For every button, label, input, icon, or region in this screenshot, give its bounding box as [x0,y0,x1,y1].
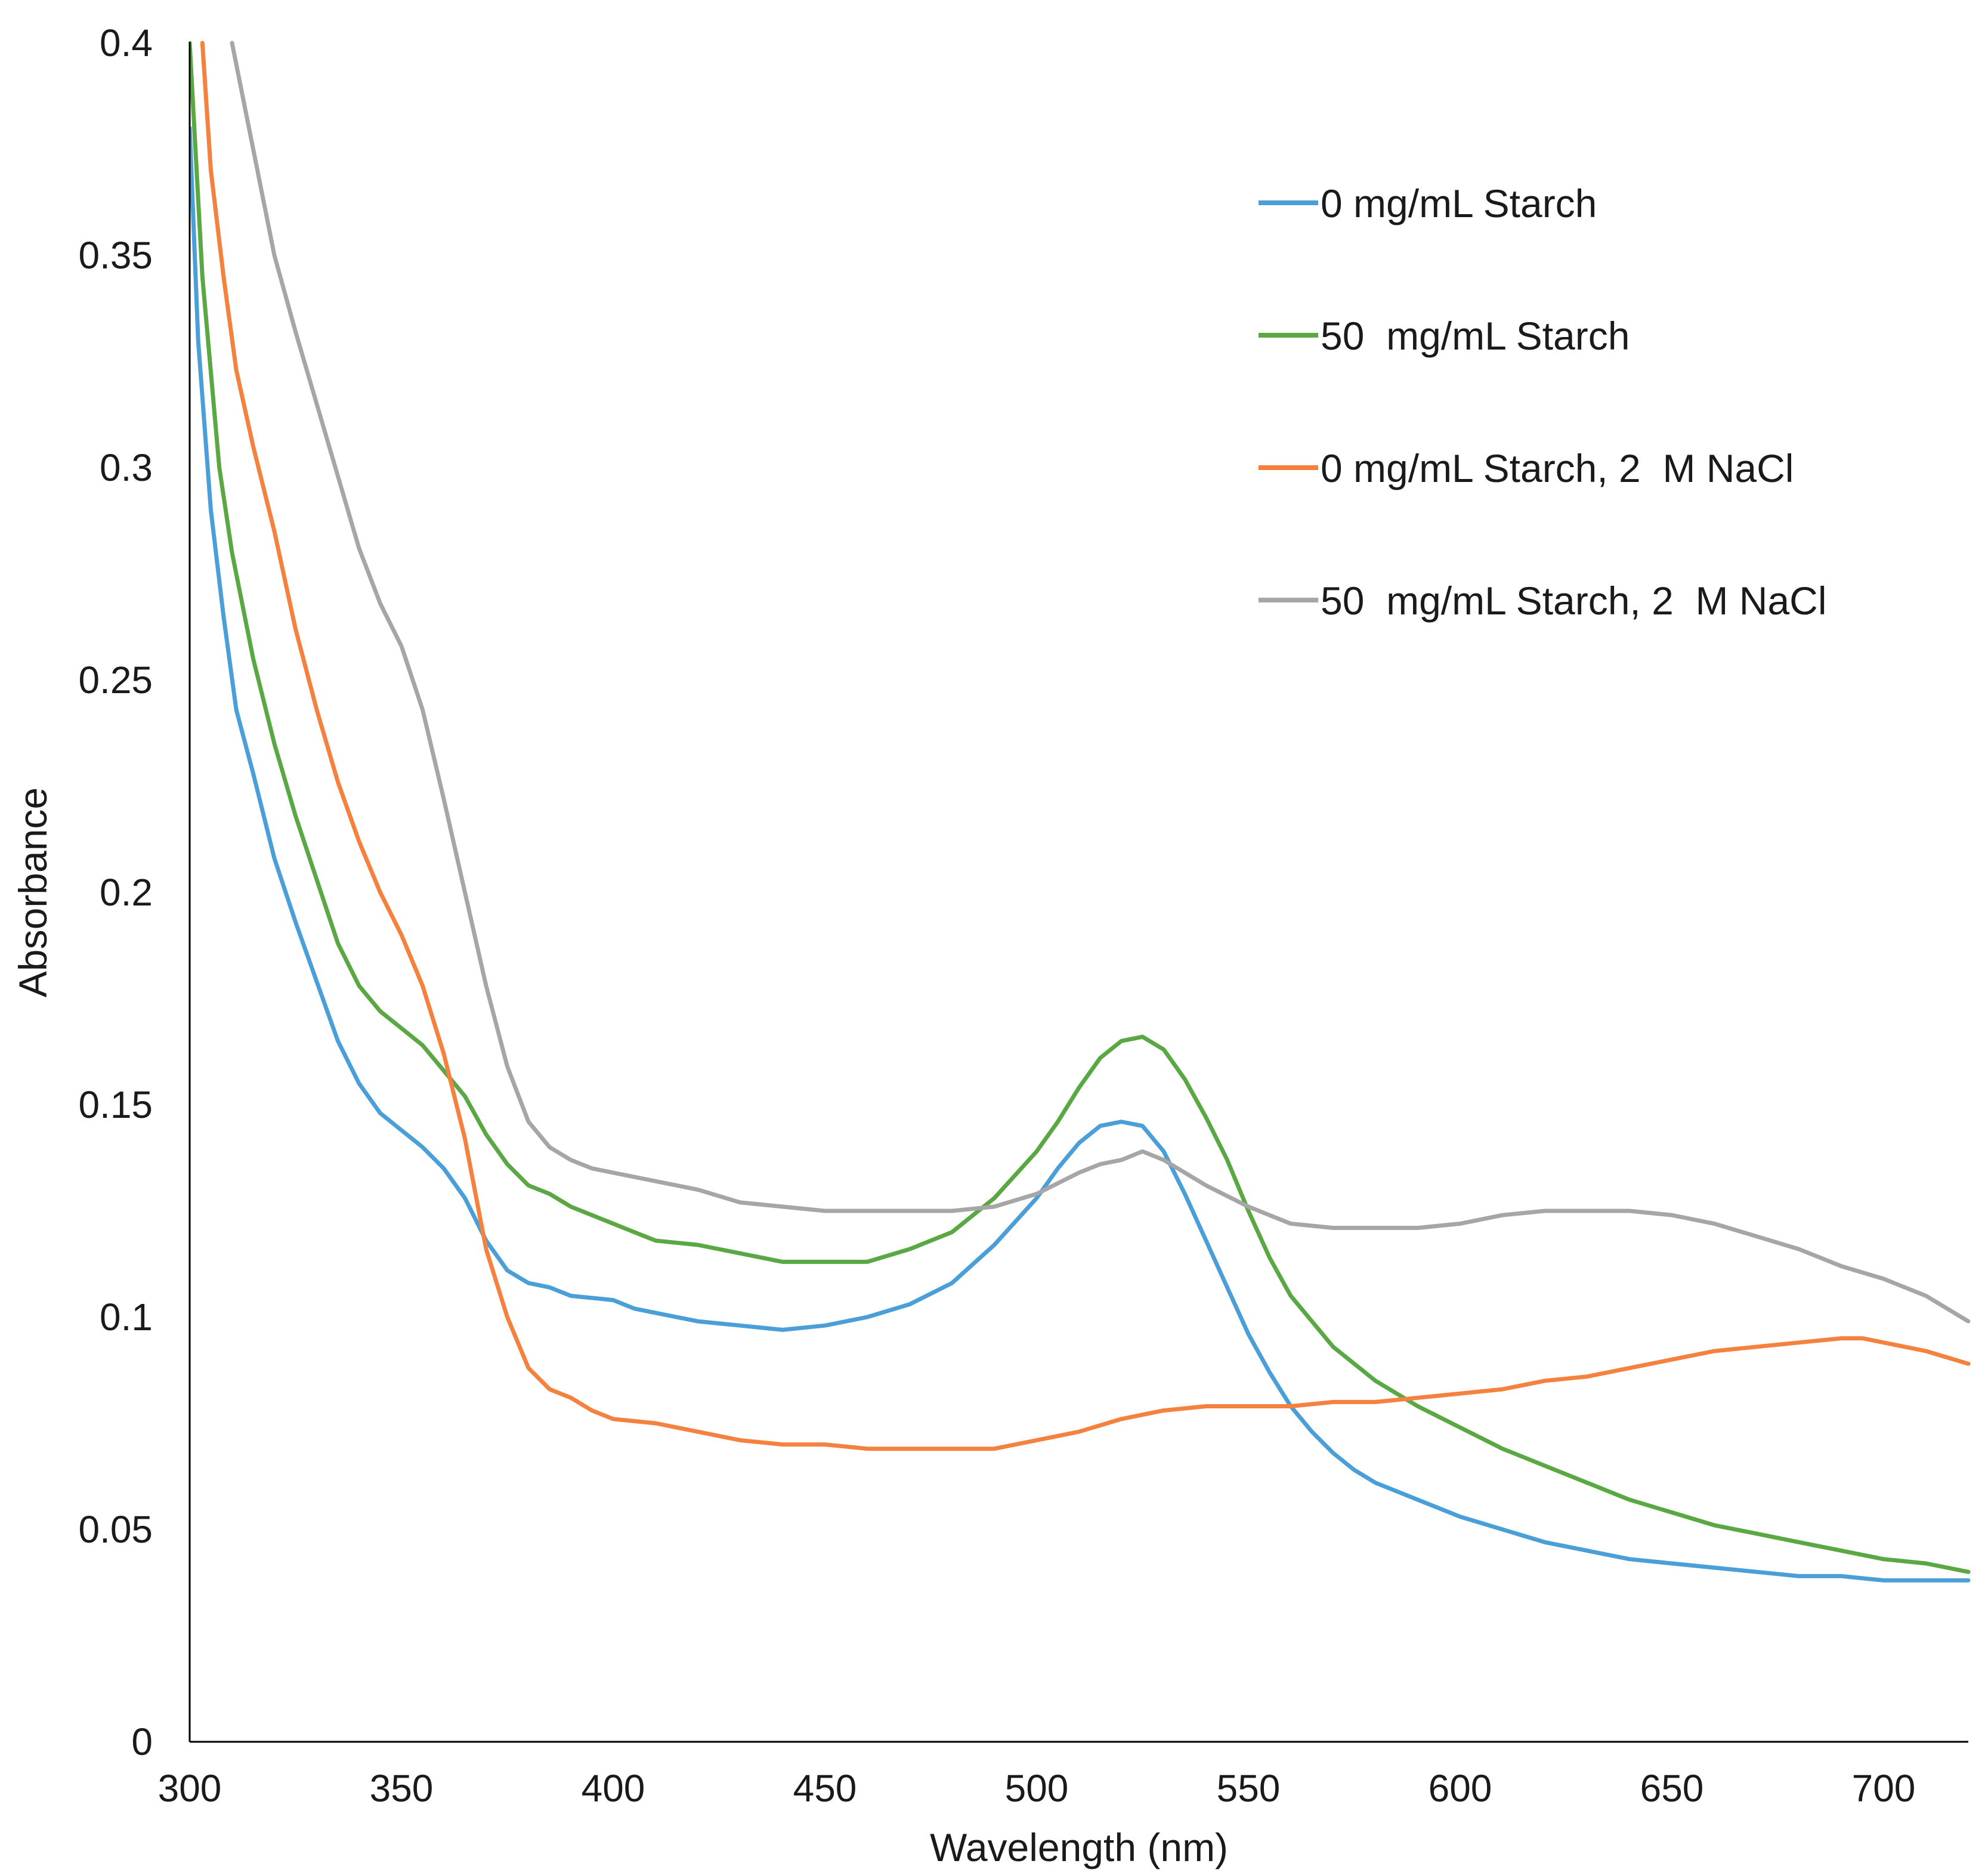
legend-label: 0 mg/mL Starch [1321,181,1597,225]
y-tick-label: 0.15 [78,1083,153,1126]
y-tick-label: 0.05 [78,1508,153,1551]
y-axis-title: Absorbance [11,787,55,997]
x-tick-label: 350 [370,1767,434,1810]
y-tick-label: 0.25 [78,659,153,701]
y-tick-label: 0.2 [100,871,153,914]
legend: 0 mg/mL Starch 50 mg/mL Starch 0 mg/mL Sta… [1259,181,1827,623]
x-tick-label: 300 [158,1767,222,1810]
series-line-3 [200,41,1971,1451]
series-line-2 [190,41,1971,1574]
x-tick-label: 650 [1640,1767,1704,1810]
x-tick-label: 700 [1852,1767,1916,1810]
axes-layer [188,42,1968,1743]
x-tick-label: 550 [1217,1767,1281,1810]
legend-label: 0 mg/mL Starch, 2 M NaCl [1321,446,1794,490]
y-tick-labels: 0 0.05 0.1 0.15 0.2 0.25 0.3 0.35 0.4 [78,21,153,1763]
legend-item: 0 mg/mL Starch [1259,181,1597,225]
x-tick-label: 500 [1005,1767,1069,1810]
series-line-1 [190,125,1971,1583]
legend-item: 50 mg/mL Starch [1259,314,1630,358]
y-tick-label: 0 [131,1720,153,1763]
legend-item: 0 mg/mL Starch, 2 M NaCl [1259,446,1794,490]
legend-label: 50 mg/mL Starch, 2 M NaCl [1321,579,1827,623]
x-tick-label: 400 [582,1767,645,1810]
y-tick-label: 0.3 [100,446,153,489]
series-layer [190,41,1971,1583]
y-tick-label: 0.4 [100,21,153,64]
x-axis-title: Wavelength (nm) [930,1825,1228,1869]
legend-item: 50 mg/mL Starch, 2 M NaCl [1259,579,1827,623]
legend-label: 50 mg/mL Starch [1321,314,1630,358]
y-tick-label: 0.35 [78,234,153,277]
x-tick-label: 450 [793,1767,857,1810]
x-tick-labels: 300 350 400 450 500 550 600 650 700 [158,1767,1916,1810]
series-line-4 [230,41,1971,1324]
x-tick-label: 600 [1429,1767,1492,1810]
y-tick-label: 0.1 [100,1296,153,1339]
